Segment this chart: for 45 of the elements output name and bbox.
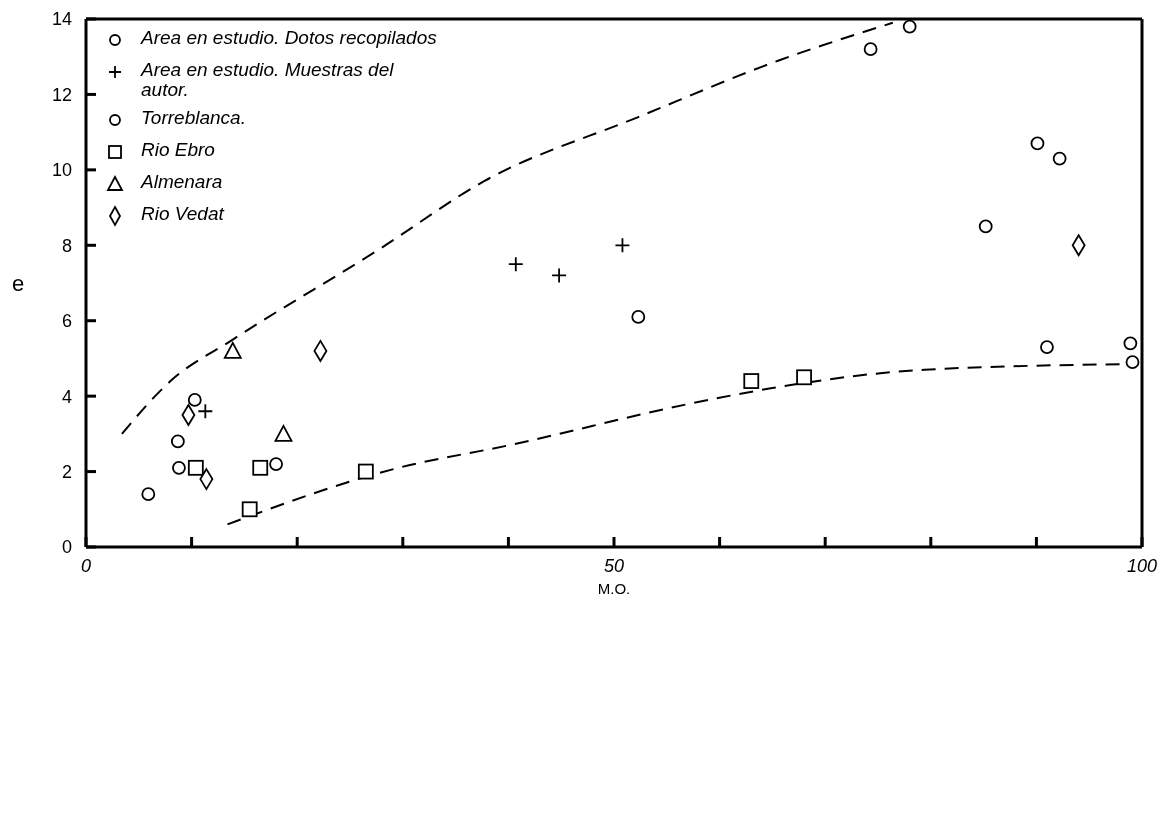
point [631,310,646,324]
point [223,341,242,359]
y-tick-label: 0 [61,537,72,558]
legend-label: Rio Ebro [141,139,215,160]
point [507,256,524,273]
point [614,237,631,254]
point [187,393,202,407]
y-tick-label: 14 [51,9,72,30]
point [551,267,567,284]
point [172,460,186,475]
legend-label: Rio Vedat [141,203,224,224]
y-tick-label: 12 [51,84,72,105]
x-axis-title: M.O. [597,580,631,597]
y-axis-title: e [12,270,25,296]
point [241,501,258,518]
y-tick-label: 6 [61,311,72,332]
point [1052,151,1067,166]
x-tick-label: 50 [603,555,625,576]
point [978,219,993,234]
point [252,459,269,476]
point [1125,355,1140,370]
legend-label: Almenara [141,171,223,192]
point [187,459,204,476]
point [902,19,917,34]
point [170,434,185,449]
point [796,369,812,386]
legend-label: Area en estudio. Muestras del autor. [141,59,395,100]
legend-label: Torreblanca. [141,107,246,128]
y-tick-label: 10 [51,160,72,181]
point [197,403,214,420]
point [357,463,374,480]
point [1123,336,1138,351]
point [141,487,156,502]
point [274,424,293,442]
y-tick-label: 8 [61,235,72,256]
x-tick-label: 100 [1126,555,1158,576]
point [1040,340,1054,355]
point [269,457,283,471]
point [863,42,878,57]
y-tick-label: 4 [61,386,72,407]
point [743,373,760,389]
legend-label: Area en estudio. Dotos recopilados [141,27,437,48]
point [1030,136,1045,151]
x-tick-label: 0 [80,555,92,576]
y-tick-label: 2 [61,461,72,482]
